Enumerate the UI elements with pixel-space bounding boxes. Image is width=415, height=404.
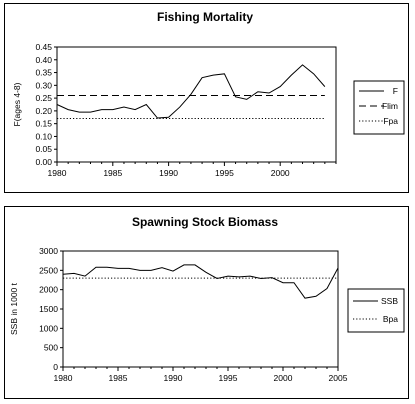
y-tick-label: 0.30	[35, 80, 52, 90]
y-tick-label: 500	[44, 343, 58, 353]
y-tick-label: 0.05	[35, 144, 52, 154]
y-tick-label: 0.20	[35, 106, 52, 116]
y-axis-label: F(ages 4-8)	[12, 82, 22, 126]
x-tick-label: 1985	[103, 168, 122, 178]
legend	[347, 288, 405, 333]
ssb-chart: Spawning Stock Biomass 0 500 1000 1500 2000 25…	[9, 215, 405, 383]
x-tick-label: 2005	[329, 373, 348, 383]
plot-area	[56, 46, 337, 163]
chart-title: Spawning Stock Biomass	[132, 215, 278, 229]
legend-entry-ssb: SSB	[381, 296, 398, 306]
chart-title: Fishing Mortality	[157, 10, 253, 24]
x-tick-label: 2000	[274, 373, 293, 383]
x-tick-label: 1990	[159, 168, 178, 178]
y-tick-label: 0.45	[35, 42, 52, 52]
x-tick-label: 2000	[271, 168, 290, 178]
y-tick-label: 0.00	[35, 157, 52, 167]
y-tick-label: 0.40	[35, 55, 52, 65]
x-tick-label: 1985	[109, 373, 128, 383]
series-line-f	[56, 64, 326, 119]
legend-entry-f: F	[393, 86, 398, 96]
x-tick-label: 1980	[54, 373, 73, 383]
series-line-ssb	[62, 264, 339, 299]
legend-entry-flim: Flim	[382, 101, 398, 111]
y-tick-label: 0	[53, 362, 58, 372]
y-tick-label: 0.15	[35, 119, 52, 129]
y-tick-label: 0.35	[35, 68, 52, 78]
y-tick-label: 2000	[39, 285, 58, 295]
ssb-panel: Spawning Stock Biomass 0 500 1000 1500 2000 25…	[4, 206, 409, 399]
legend-entry-bpa: Bpa	[383, 314, 398, 324]
y-tick-label: 2500	[39, 265, 58, 275]
legend-entry-fpa: Fpa	[383, 116, 398, 126]
fishing-mortality-chart: Fishing Mortality 0.00 0.05 0.10 0.15 0.20 0.2…	[12, 10, 405, 178]
y-tick-label: 3000	[39, 246, 58, 256]
x-tick-label: 1995	[219, 373, 238, 383]
legend	[353, 80, 405, 135]
x-tick-label: 1980	[48, 168, 67, 178]
y-tick-label: 0.10	[35, 131, 52, 141]
y-tick-label: 1500	[39, 304, 58, 314]
y-tick-label: 1000	[39, 323, 58, 333]
y-tick-label: 0.25	[35, 93, 52, 103]
fishing-mortality-panel: Fishing Mortality 0.00 0.05 0.10 0.15 0.20 0.2…	[4, 3, 409, 193]
x-tick-label: 1995	[215, 168, 234, 178]
x-tick-label: 1990	[164, 373, 183, 383]
y-axis-label: SSB in 1000 t	[9, 282, 19, 335]
